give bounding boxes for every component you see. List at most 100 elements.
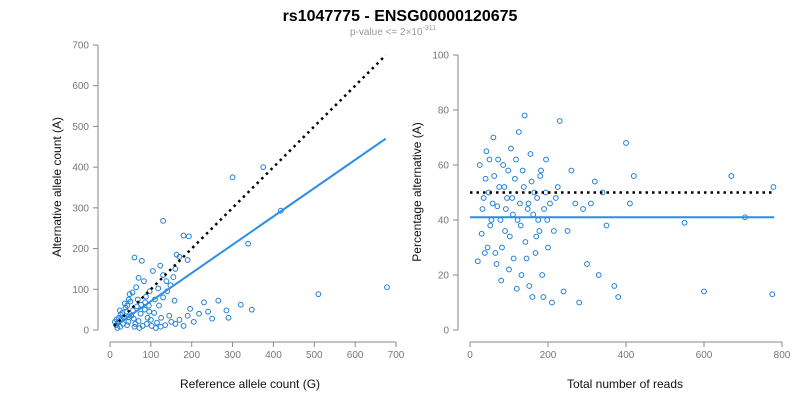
right-data-point (532, 250, 539, 256)
right-data-point (513, 285, 520, 292)
right-data-point (506, 266, 512, 273)
right-data-point (518, 272, 525, 278)
right-data-point (494, 203, 501, 210)
right-data-point (539, 272, 546, 278)
left-data-point (151, 310, 158, 316)
right-data-point (580, 206, 586, 212)
right-data-point (550, 228, 557, 234)
right-y-tick-label: 40 (438, 216, 450, 227)
left-data-point (201, 299, 207, 306)
right-data-point (491, 173, 498, 179)
left-data-point (154, 319, 160, 326)
right-data-point (560, 288, 567, 295)
right-data-point (544, 217, 551, 223)
right-y-axis-label: Percentage alternative (A) (410, 122, 424, 261)
right-data-point (476, 162, 483, 168)
left-data-point (215, 297, 222, 304)
left-data-point (158, 314, 164, 321)
left-data-point (138, 257, 145, 264)
left-data-point (125, 314, 132, 320)
left-x-tick-label: 400 (265, 350, 282, 361)
right-data-point (535, 217, 542, 223)
left-data-point (135, 274, 142, 281)
left-data-point (152, 325, 159, 331)
right-data-point (769, 291, 776, 298)
left-data-point (166, 312, 173, 319)
right-x-axis-label: Total number of reads (567, 377, 683, 391)
left-x-tick-label: 500 (306, 350, 323, 361)
right-data-point (521, 112, 528, 119)
right-data-point (615, 294, 622, 300)
right-y-tick-label: 100 (432, 51, 449, 62)
left-data-point (237, 301, 244, 308)
right-data-point (538, 167, 544, 174)
right-data-point (514, 217, 521, 223)
right-data-point (603, 222, 610, 229)
left-data-point (173, 251, 180, 258)
left-data-point (157, 262, 164, 269)
right-data-point (513, 156, 519, 163)
left-x-axis-label: Reference allele count (G) (180, 377, 320, 391)
right-data-point (511, 175, 518, 182)
right-data-point (524, 206, 531, 212)
left-data-point (245, 240, 251, 247)
left-data-point (132, 320, 139, 327)
right-data-point (482, 175, 489, 182)
right-data-point (508, 145, 514, 152)
left-data-point (225, 314, 232, 321)
right-data-point (519, 167, 526, 174)
right-data-point (527, 151, 534, 157)
left-data-point (141, 278, 147, 285)
right-data-point (627, 200, 633, 207)
right-data-point (556, 118, 563, 124)
right-data-point (576, 299, 583, 306)
right-data-point (681, 219, 688, 226)
right-data-point (520, 184, 527, 190)
right-x-tick-label: 800 (774, 350, 791, 361)
right-data-point (483, 148, 490, 155)
left-data-point (137, 310, 144, 317)
right-data-point (488, 217, 495, 223)
right-data-point (481, 250, 488, 256)
left-data-point (117, 311, 124, 318)
left-data-point (172, 266, 179, 272)
left-data-point (160, 294, 167, 301)
right-data-point (536, 228, 543, 234)
right-data-point (529, 294, 536, 300)
left-data-point (155, 285, 162, 292)
left-data-point (131, 254, 138, 261)
left-y-tick-label: 600 (72, 81, 89, 92)
right-data-point (568, 167, 575, 174)
left-data-point (141, 306, 148, 313)
right-data-point (564, 228, 571, 234)
left-data-point (126, 291, 133, 298)
left-data-point (205, 308, 211, 315)
left-data-point (187, 305, 193, 312)
left-data-point (160, 217, 167, 224)
left-data-point (133, 284, 140, 291)
right-data-point (502, 206, 509, 212)
left-y-tick-label: 700 (72, 41, 89, 52)
right-data-point (534, 195, 540, 201)
right-data-point (504, 195, 510, 201)
right-data-point (530, 211, 537, 218)
left-data-point (260, 164, 267, 171)
left-x-tick-label: 200 (183, 350, 200, 361)
right-data-point (540, 294, 547, 300)
left-data-point (190, 318, 197, 325)
left-y-axis-label: Alternative allele count (A) (50, 117, 64, 257)
right-data-point (517, 200, 523, 207)
left-data-point (116, 307, 123, 314)
left-data-point (147, 316, 154, 323)
left-fit-line (113, 137, 387, 328)
left-data-point (121, 300, 128, 307)
right-y-tick-label: 20 (438, 271, 450, 282)
left-y-tick-label: 200 (72, 244, 89, 255)
right-data-point (479, 206, 486, 212)
right-data-point (500, 162, 507, 168)
right-data-point (510, 255, 517, 262)
left-data-point (384, 284, 390, 291)
left-data-point (171, 297, 178, 304)
right-data-point (623, 140, 629, 146)
